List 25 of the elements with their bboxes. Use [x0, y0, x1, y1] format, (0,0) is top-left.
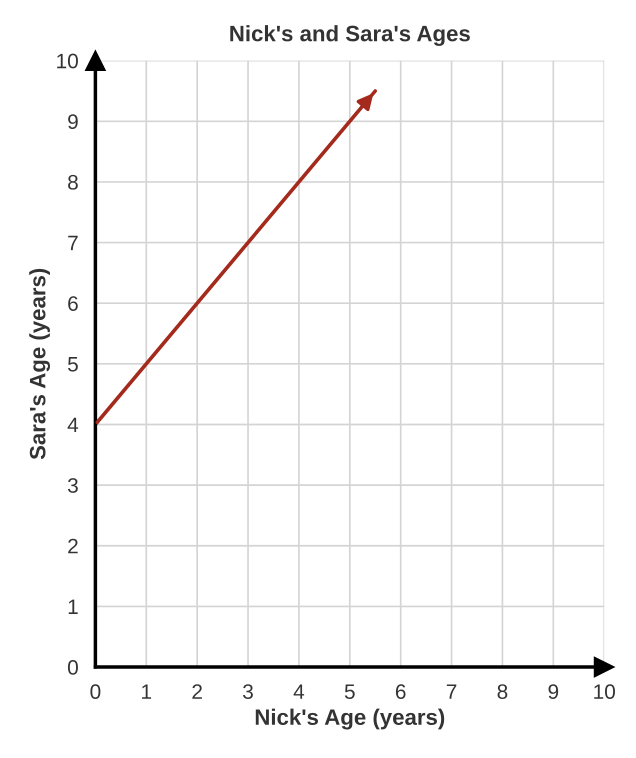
y-tick-label: 3 [68, 478, 78, 493]
y-tick-label: 5 [68, 357, 78, 372]
x-tick-label: 0 [90, 684, 100, 700]
chart-title: Nick's and Sara's Ages [230, 25, 470, 46]
y-tick-label: 9 [68, 114, 78, 130]
y-tick-label: 4 [68, 418, 78, 432]
y-axis-title: Sara's Age (years) [29, 268, 50, 460]
x-tick-label: 1 [142, 684, 152, 699]
y-tick-label: 2 [68, 538, 78, 554]
x-tick-label: 7 [446, 684, 456, 699]
x-tick-label: 9 [548, 684, 558, 700]
x-tick-label: 2 [192, 684, 202, 699]
x-tick-label: 8 [498, 684, 508, 700]
x-tick-label: 4 [294, 684, 304, 699]
x-tick-label: 3 [243, 684, 253, 700]
y-tick-label: 8 [68, 174, 78, 190]
y-tick-label: 7 [68, 236, 78, 250]
x-tick-label: 5 [344, 684, 355, 700]
y-tick-label: 6 [68, 296, 78, 311]
y-tick-label: 1 [68, 600, 78, 614]
x-axis-title: Nick's Age (years) [256, 708, 444, 730]
x-tick-label: 6 [396, 684, 406, 700]
y-tick-label: 10 [57, 54, 78, 68]
y-tick-label: 0 [68, 660, 78, 675]
x-tick-label: 10 [594, 684, 615, 700]
